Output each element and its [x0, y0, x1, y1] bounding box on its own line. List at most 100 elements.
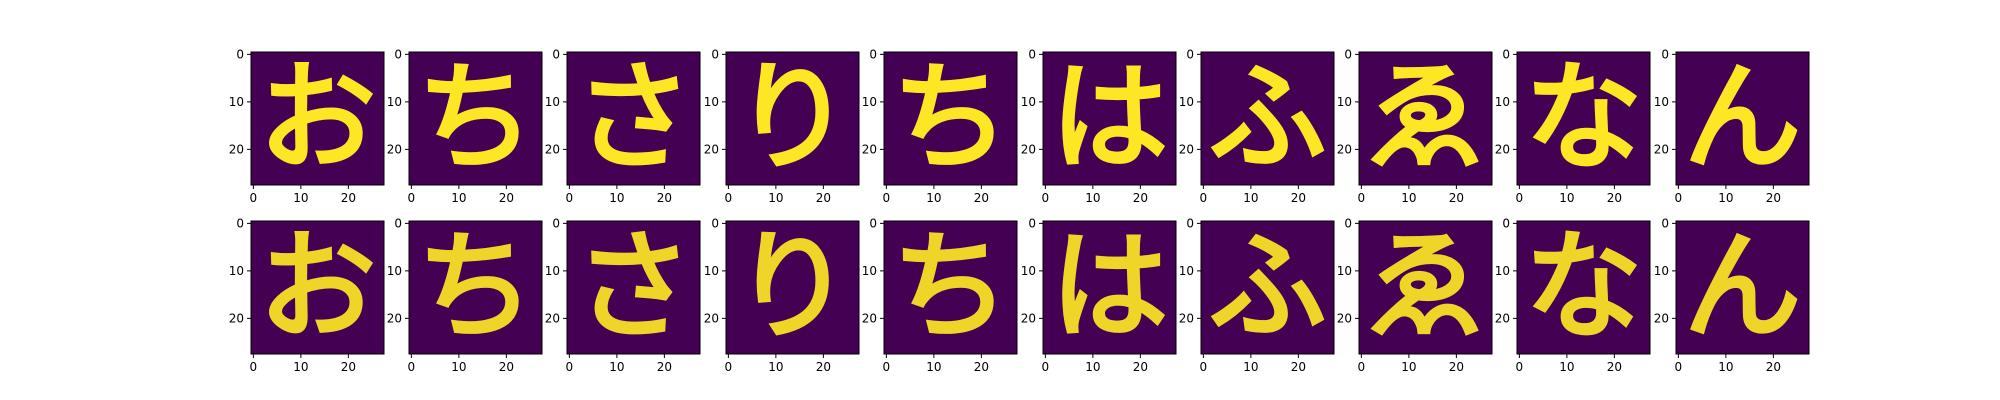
y-tick-label: 0 [1186, 47, 1194, 61]
panel-r1-c9: ん0 10 20 0 10 20 [1654, 216, 1810, 374]
y-tick-label: 20 [862, 311, 877, 325]
x-tick-label: 10 [926, 360, 941, 374]
y-tick-label: 20 [1654, 311, 1669, 325]
y-tick-label: 0 [1502, 216, 1510, 230]
x-tick-label: 20 [657, 360, 672, 374]
x-tick-label: 0 [1358, 191, 1366, 205]
panel-glyph: さ [574, 217, 692, 355]
y-tick-label: 10 [1179, 95, 1194, 109]
y-tick-label: 0 [1661, 216, 1669, 230]
x-tick-label: 0 [1200, 360, 1208, 374]
y-tick-label: 0 [394, 47, 402, 61]
x-tick-label: 0 [1200, 191, 1208, 205]
y-tick-label: 10 [229, 95, 244, 109]
panel-r0-c1: ち0 10 20 0 10 20 [387, 47, 543, 205]
panel-glyph: ふ [1208, 48, 1326, 186]
x-tick-label: 10 [1718, 360, 1733, 374]
x-tick-label: 10 [768, 191, 783, 205]
x-tick-label: 20 [1133, 360, 1148, 374]
panel-frame [1200, 51, 1335, 186]
panel-glyph: な [1524, 48, 1642, 186]
x-tick-label: 0 [250, 191, 258, 205]
x-tick-label: 20 [1607, 191, 1622, 205]
x-tick-label: 0 [1675, 360, 1683, 374]
x-tick-label: 0 [1358, 360, 1366, 374]
y-tick-label: 10 [1495, 95, 1510, 109]
y-tick-label: 0 [1186, 216, 1194, 230]
y-tick-label: 10 [704, 264, 719, 278]
y-tick-label: 20 [1179, 311, 1194, 325]
y-tick-label: 0 [236, 47, 244, 61]
panel-glyph: ふ [1208, 217, 1326, 355]
x-tick-label: 10 [1559, 360, 1574, 374]
panel-frame [1200, 220, 1335, 355]
x-tick-label: 10 [1085, 191, 1100, 205]
x-tick-label: 10 [609, 191, 624, 205]
panel-glyph: お [258, 217, 376, 355]
y-tick-label: 10 [704, 95, 719, 109]
panel-image [1359, 52, 1492, 185]
y-tick-label: 0 [1028, 216, 1036, 230]
panel-frame [1042, 220, 1177, 355]
panel-glyph: ゑ [1366, 48, 1484, 186]
panel-r0-c3: り0 10 20 0 10 20 [704, 47, 860, 205]
panel-image [726, 221, 859, 354]
panel-image [1676, 221, 1809, 354]
x-tick-label: 20 [1449, 191, 1464, 205]
panel-image [726, 52, 859, 185]
x-tick-label: 10 [1401, 360, 1416, 374]
y-tick-label: 0 [1028, 47, 1036, 61]
panel-glyph: は [1050, 217, 1168, 355]
y-tick-label: 0 [869, 216, 877, 230]
y-tick-label: 10 [862, 264, 877, 278]
x-tick-label: 0 [566, 360, 574, 374]
x-tick-label: 0 [883, 360, 891, 374]
x-tick-label: 10 [293, 191, 308, 205]
y-tick-label: 0 [394, 216, 402, 230]
panel-frame [883, 220, 1018, 355]
x-tick-label: 20 [1449, 360, 1464, 374]
panel-frame [1516, 220, 1651, 355]
y-tick-label: 0 [1344, 47, 1352, 61]
panel-frame [883, 51, 1018, 186]
y-tick-label: 20 [1337, 311, 1352, 325]
x-tick-label: 0 [1042, 360, 1050, 374]
x-tick-label: 10 [1085, 360, 1100, 374]
x-tick-label: 20 [341, 360, 356, 374]
y-tick-label: 10 [1337, 95, 1352, 109]
panel-frame [1042, 51, 1177, 186]
y-tick-label: 20 [704, 311, 719, 325]
panel-frame [1358, 220, 1493, 355]
y-tick-label: 10 [229, 264, 244, 278]
panel-frame [1516, 51, 1651, 186]
panel-r1-c2: さ0 10 20 0 10 20 [545, 216, 701, 374]
x-tick-label: 20 [1607, 360, 1622, 374]
y-tick-label: 0 [711, 216, 719, 230]
panel-frame [725, 51, 860, 186]
panel-glyph: り [733, 217, 851, 355]
x-tick-label: 10 [451, 360, 466, 374]
panel-image [409, 52, 542, 185]
x-tick-label: 0 [725, 191, 733, 205]
panel-glyph: ん [1683, 217, 1801, 355]
panel-r1-c4: ち0 10 20 0 10 20 [862, 216, 1018, 374]
y-tick-label: 20 [1021, 142, 1036, 156]
x-tick-label: 10 [1401, 191, 1416, 205]
y-tick-label: 10 [1021, 264, 1036, 278]
panel-r0-c2: さ0 10 20 0 10 20 [545, 47, 701, 205]
y-tick-label: 0 [1344, 216, 1352, 230]
y-tick-label: 0 [711, 47, 719, 61]
x-tick-label: 10 [451, 191, 466, 205]
panel-r0-c5: は0 10 20 0 10 20 [1021, 47, 1177, 205]
y-tick-label: 10 [1179, 264, 1194, 278]
y-tick-label: 20 [387, 142, 402, 156]
panel-glyph: お [258, 48, 376, 186]
panel-r1-c8: な0 10 20 0 10 20 [1495, 216, 1651, 374]
panel-r0-c0: お0 10 20 0 10 20 [229, 47, 385, 205]
y-tick-label: 20 [1179, 142, 1194, 156]
y-tick-label: 0 [1502, 47, 1510, 61]
y-tick-label: 0 [236, 216, 244, 230]
panel-frame [1675, 220, 1810, 355]
y-tick-label: 0 [869, 47, 877, 61]
